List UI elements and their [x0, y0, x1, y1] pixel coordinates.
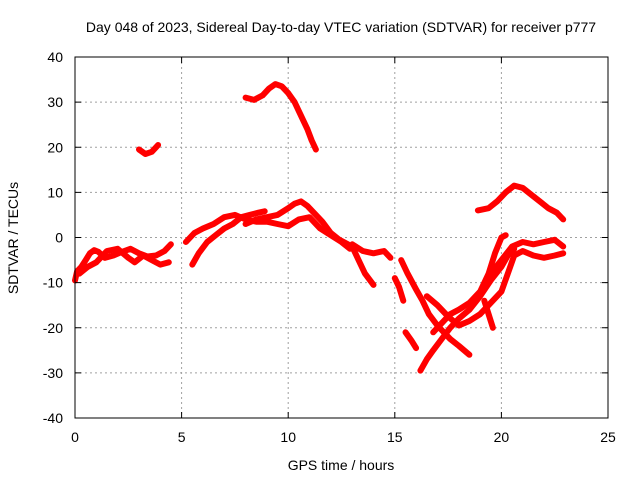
grid	[75, 57, 608, 418]
series-track-j	[391, 275, 407, 304]
series-track-h	[349, 243, 377, 288]
series-track-r	[474, 182, 567, 223]
x-tick-label: 10	[280, 429, 296, 445]
series-track-m	[417, 245, 518, 374]
y-tick-label: -20	[43, 320, 63, 336]
x-tick-label: 20	[494, 429, 510, 445]
axis-ticks: 0 5 10 15 20 25 -40 -30 -20 -10 0 10 20 30 40	[43, 49, 616, 445]
series-track-k	[398, 257, 473, 358]
series-track-n	[423, 248, 567, 329]
chart-title: Day 048 of 2023, Sidereal Day-to-day VTE…	[86, 19, 596, 35]
series-track-c	[136, 142, 162, 157]
series-track-l	[402, 329, 420, 352]
series-track-b	[76, 245, 172, 277]
series-track-p	[481, 297, 496, 331]
series-track-q	[487, 236, 567, 277]
series-track-g	[242, 81, 319, 153]
data-series	[72, 81, 567, 374]
series-track-f	[242, 198, 356, 252]
x-tick-label: 5	[178, 429, 186, 445]
y-tick-label: -10	[43, 275, 63, 291]
y-tick-label: 30	[47, 94, 63, 110]
series-track-i	[349, 241, 394, 261]
y-tick-label: 10	[47, 184, 63, 200]
series-track-d	[189, 208, 268, 268]
x-axis-label: GPS time / hours	[288, 457, 395, 473]
y-tick-label: 40	[47, 49, 63, 65]
x-tick-label: 25	[600, 429, 616, 445]
series-track-o	[430, 232, 509, 336]
y-tick-label: -40	[43, 410, 63, 426]
series-track-a	[72, 241, 174, 284]
y-axis-label: SDTVAR / TECUs	[5, 182, 21, 294]
series-track-e	[182, 211, 353, 252]
y-tick-label: 20	[47, 139, 63, 155]
x-tick-label: 0	[71, 429, 79, 445]
x-tick-label: 15	[387, 429, 403, 445]
y-tick-label: -30	[43, 365, 63, 381]
y-tick-label: 0	[55, 230, 63, 246]
